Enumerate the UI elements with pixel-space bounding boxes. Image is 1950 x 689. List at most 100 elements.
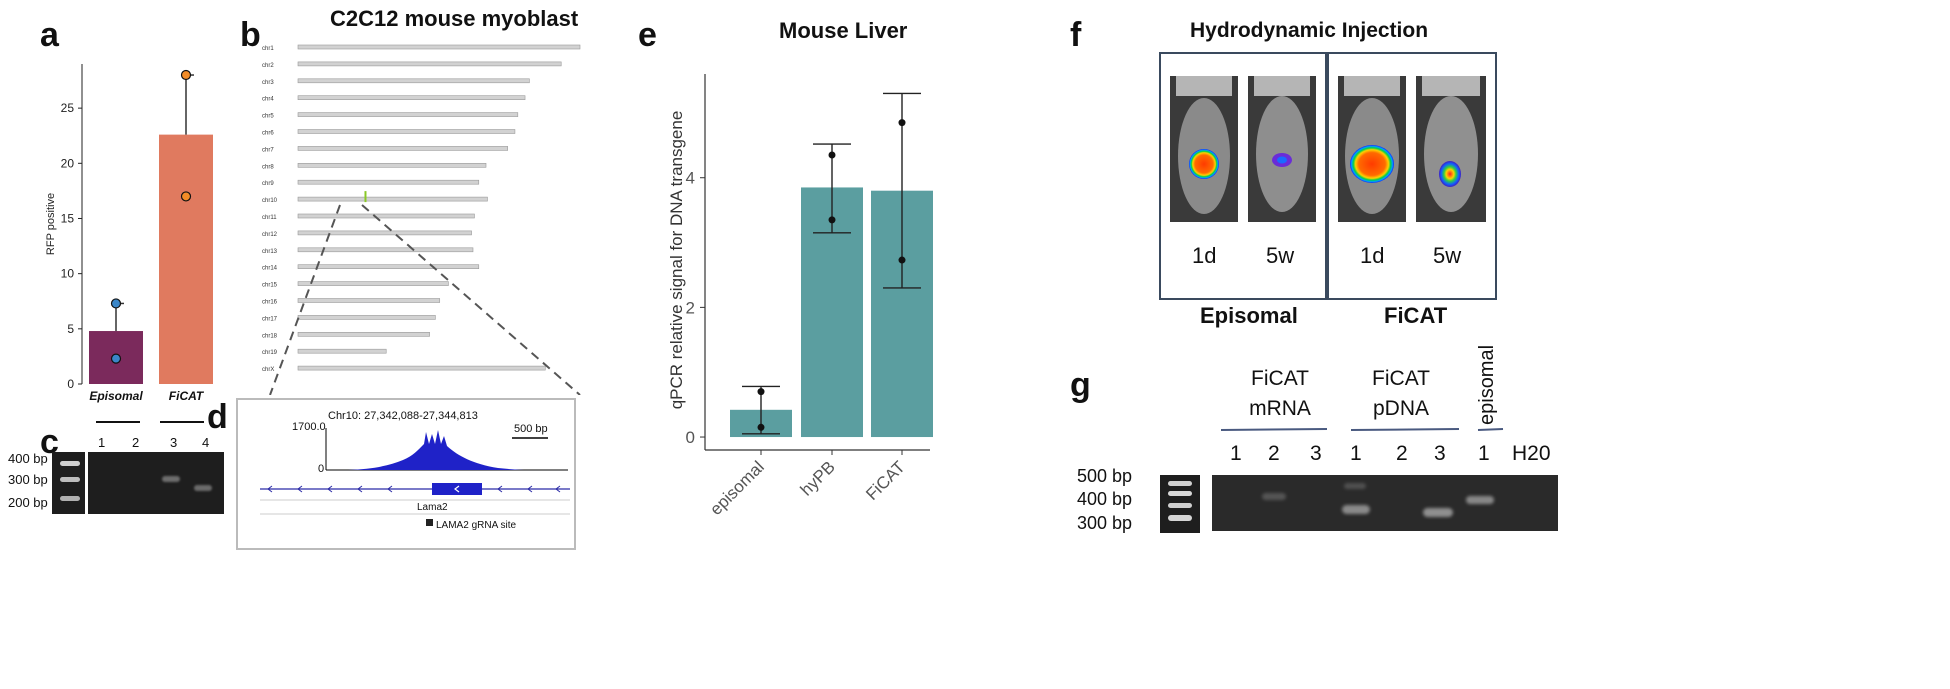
panel-letter-e: e	[638, 16, 657, 54]
e-xtick-ficat: FiCAT	[862, 457, 909, 504]
karyo-bar-chr13	[297, 247, 474, 253]
a-xtick-ficat: FiCAT	[169, 389, 205, 403]
karyo-label-chr11: chr11	[262, 215, 277, 221]
karyo-label-chr4: chr4	[262, 97, 274, 103]
gel-g-ladder-400: 400 bp	[1077, 489, 1133, 509]
karyo-bar-chrX	[297, 365, 546, 371]
karyo-label-chr1: chr1	[262, 46, 274, 52]
karyo-bar-chr11	[297, 213, 475, 219]
a-point	[180, 191, 192, 202]
karyo-label-chr12: chr12	[262, 232, 278, 238]
timepoint-episomal-5w: 5w	[1266, 243, 1295, 268]
locus-label: Chr10: 27,342,088-27,344,813	[328, 410, 478, 422]
panel-f-title: Hydrodynamic Injection	[1190, 19, 1429, 42]
a-point	[110, 298, 122, 309]
a-ytick-label: 20	[61, 156, 75, 170]
gel-c-lane-labels: 1 2 3 4	[86, 436, 226, 452]
gel-g-group-ficat-mrna-line2: mRNA	[1249, 397, 1311, 420]
karyo-label-chr8: chr8	[262, 164, 274, 170]
gel-g-image	[1212, 475, 1558, 531]
gel-g-lane-label: H20	[1512, 442, 1551, 465]
karyo-bar-chr6	[297, 129, 516, 134]
e-xtick-episomal: episomal	[706, 457, 768, 519]
gel-g-ladder-500: 500 bp	[1077, 466, 1133, 486]
a-point	[180, 69, 192, 81]
karyo-label-chr15: chr15	[262, 283, 278, 289]
karyo-bar-chr18	[297, 331, 430, 337]
gel-c-lane-2: 2	[132, 435, 140, 450]
karyo-bar-chr3	[297, 78, 530, 84]
panel-letter-b: b	[240, 16, 261, 54]
gel-g-lane-label: 1	[1350, 442, 1362, 465]
e-point	[757, 388, 765, 396]
zoom-line-left	[269, 204, 341, 395]
timepoint-episomal-1d: 1d	[1192, 243, 1217, 268]
gel-c-lane-1: 1	[98, 435, 106, 450]
gel-g-ladder-lane	[1160, 475, 1200, 533]
karyo-bar-chr15	[297, 281, 449, 286]
panel-letter-c: c	[40, 423, 59, 461]
karyo-label-chr7: chr7	[262, 147, 274, 153]
karyo-bar-chr16	[297, 298, 441, 303]
gel-g-lane-labels: 1 2 3 1 2 3 1 H20	[1210, 442, 1551, 467]
karyo-bar-chr5	[297, 112, 519, 117]
a-point	[110, 353, 122, 364]
e-ylabel: qPCR relative signal for DNA transgene	[667, 111, 686, 410]
zoom-line-right	[361, 204, 581, 395]
gel-g-lane-label: 1	[1230, 442, 1242, 465]
group-label-episomal: Episomal	[1200, 303, 1298, 328]
e-point	[828, 151, 836, 159]
karyo-bar-chr19	[297, 348, 387, 354]
a-ytick-label: 15	[61, 211, 75, 225]
e-xtick-hypb: hyPB	[797, 457, 839, 499]
mouse-ficat-5w	[1416, 76, 1486, 222]
karyo-label-chr3: chr3	[262, 80, 274, 86]
a-bar-ficat	[159, 134, 213, 384]
gel-c-image	[52, 452, 224, 514]
gel-g-group-lines	[1220, 428, 1504, 431]
gel-c-lane-4: 4	[202, 435, 210, 450]
gRNA-site-marker	[426, 519, 433, 526]
karyo-bar-chr8	[297, 163, 487, 168]
a-ytick-label: 5	[67, 322, 74, 336]
group-label-ficat: FiCAT	[1384, 303, 1448, 328]
e-ytick-label: 0	[686, 428, 695, 447]
karyo-bar-chr4	[297, 95, 526, 101]
scale-label: 500 bp	[514, 423, 548, 435]
e-point	[898, 119, 906, 127]
gel-g-group-ficat-mrna-line1: FiCAT	[1251, 367, 1309, 390]
imaging-group-episomal	[1159, 52, 1327, 300]
gel-g-group-episomal: episomal	[1476, 344, 1498, 425]
gel-g-lane-label: 1	[1478, 442, 1490, 465]
exon-box	[432, 483, 482, 495]
gel-g-ladder-300: 300 bp	[1077, 513, 1133, 533]
gene-label: Lama2	[417, 502, 448, 513]
site-label: LAMA2 gRNA site	[436, 520, 517, 531]
karyo-label-chr6: chr6	[262, 131, 274, 137]
panel-e-title: Mouse Liver	[779, 18, 908, 43]
gel-c-ladder-200: 200 bp	[8, 495, 48, 510]
karyo-label-chrX: chrX	[262, 367, 274, 373]
ymin-label: 0	[318, 463, 325, 475]
gel-g-lane-label: 2	[1396, 442, 1408, 465]
gel-c-ladder-400: 400 bp	[8, 451, 48, 466]
a-xtick-episomal: Episomal	[89, 389, 143, 403]
karyo-label-chr9: chr9	[262, 181, 274, 187]
karyo-label-chr13: chr13	[262, 249, 278, 255]
timepoint-ficat-1d: 1d	[1360, 243, 1385, 268]
bioluminescence-images	[1170, 76, 1486, 222]
a-ytick-label: 0	[67, 377, 74, 391]
gel-g-lane-label: 3	[1310, 442, 1322, 465]
e-point	[898, 256, 906, 264]
karyo-bar-chr12	[297, 230, 472, 236]
karyo-bar-chr9	[297, 179, 480, 185]
panel-letter-a: a	[40, 16, 59, 54]
a-ylabel: RFP positive	[45, 193, 57, 255]
karyogram: chr1 chr2 chr3 chr4 chr5 chr6 chr7 chr8 chr9 chr1…	[262, 44, 581, 395]
a-ytick-label: 10	[61, 267, 75, 281]
karyo-bar-chr2	[297, 61, 562, 67]
e-ytick-label: 2	[686, 298, 695, 317]
mouse-ficat-1d	[1338, 76, 1406, 222]
karyo-bar-chr17	[297, 315, 436, 320]
